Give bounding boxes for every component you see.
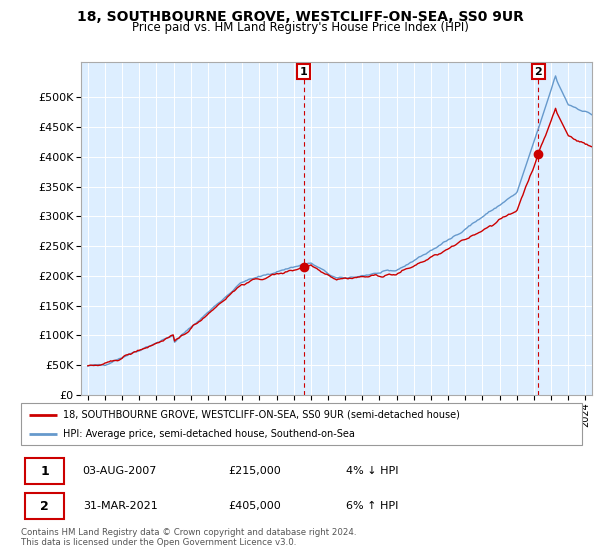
FancyBboxPatch shape (25, 458, 64, 484)
FancyBboxPatch shape (25, 493, 64, 520)
Text: 2: 2 (40, 500, 49, 512)
FancyBboxPatch shape (21, 403, 582, 445)
Text: Contains HM Land Registry data © Crown copyright and database right 2024.
This d: Contains HM Land Registry data © Crown c… (21, 528, 356, 547)
Text: 18, SOUTHBOURNE GROVE, WESTCLIFF-ON-SEA, SS0 9UR (semi-detached house): 18, SOUTHBOURNE GROVE, WESTCLIFF-ON-SEA,… (63, 409, 460, 419)
Text: 03-AUG-2007: 03-AUG-2007 (83, 466, 157, 476)
Text: 18, SOUTHBOURNE GROVE, WESTCLIFF-ON-SEA, SS0 9UR: 18, SOUTHBOURNE GROVE, WESTCLIFF-ON-SEA,… (77, 10, 523, 24)
Text: 6% ↑ HPI: 6% ↑ HPI (346, 501, 399, 511)
Text: 31-MAR-2021: 31-MAR-2021 (83, 501, 157, 511)
Text: 4% ↓ HPI: 4% ↓ HPI (346, 466, 399, 476)
Text: 2: 2 (534, 67, 542, 77)
Text: Price paid vs. HM Land Registry's House Price Index (HPI): Price paid vs. HM Land Registry's House … (131, 21, 469, 34)
Text: £215,000: £215,000 (229, 466, 281, 476)
Text: £405,000: £405,000 (229, 501, 281, 511)
Text: 1: 1 (40, 465, 49, 478)
Text: HPI: Average price, semi-detached house, Southend-on-Sea: HPI: Average price, semi-detached house,… (63, 429, 355, 439)
Text: 1: 1 (300, 67, 308, 77)
